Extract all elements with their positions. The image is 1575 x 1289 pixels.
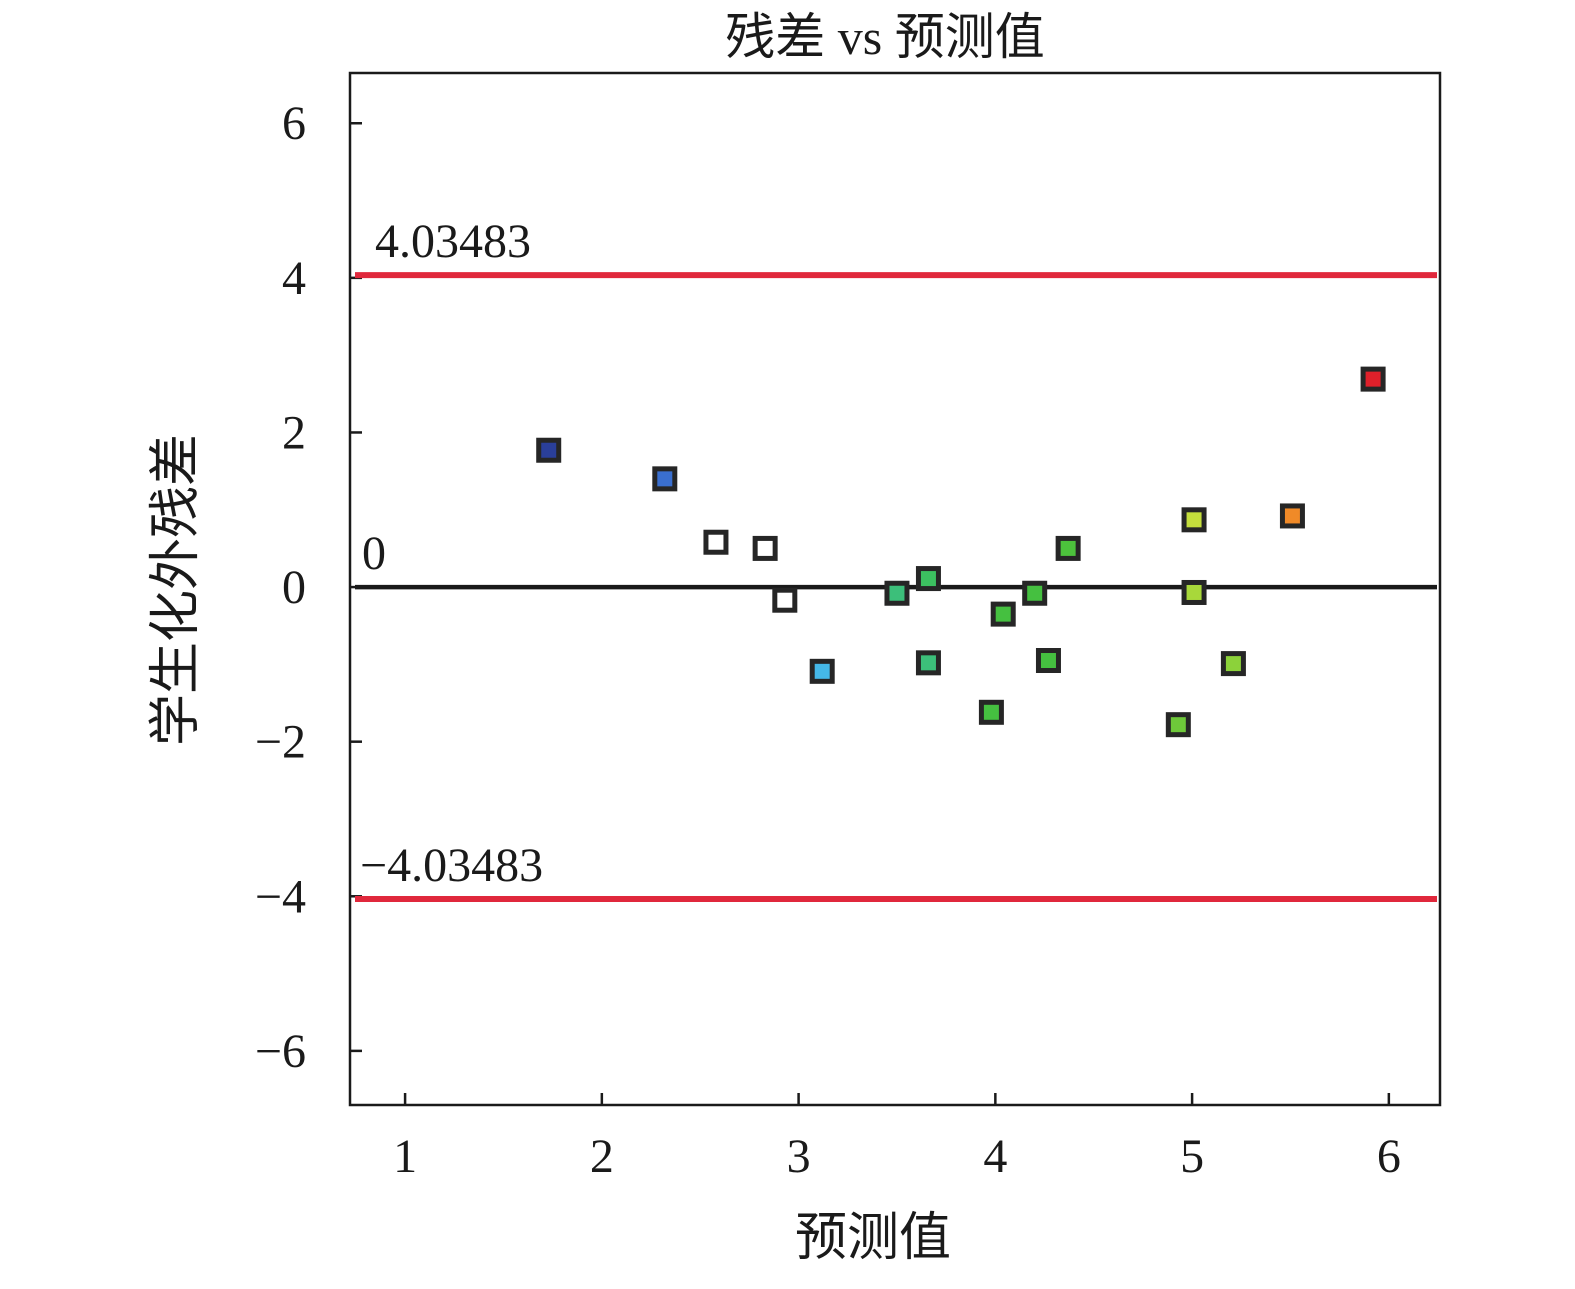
data-point [536,437,562,463]
data-point [990,601,1016,627]
y-axis-label: 学生化外残差 [148,434,205,746]
data-point [1165,712,1191,738]
data-point [978,699,1004,725]
y-tick-label: 2 [282,406,306,459]
y-tick-label: −2 [255,716,306,769]
y-tick-label: 4 [282,252,306,305]
x-axis-label: 预测值 [795,1210,951,1267]
data-point [1055,535,1081,561]
data-point [1220,651,1246,677]
data-point [652,466,678,492]
plot-frame [348,71,1442,1107]
data-point [1181,579,1207,605]
reference-line-label: 4.03483 [375,215,531,268]
x-tick-label: 3 [787,1130,811,1183]
data-point [915,650,941,676]
data-point [809,658,835,684]
y-tick-label: 0 [282,561,306,614]
data-point [1022,580,1048,606]
reference-line-label: 0 [362,527,386,580]
reference-line-label: −4.03483 [360,839,543,892]
x-tick-label: 4 [983,1130,1007,1183]
y-tick-label: −4 [255,870,306,923]
data-point [1035,648,1061,674]
data-point [703,529,729,555]
y-tick-label: −6 [255,1025,306,1078]
data-point [1181,507,1207,533]
data-point [752,535,778,561]
data-point [1360,366,1386,392]
x-tick-label: 2 [590,1130,614,1183]
x-tick-label: 6 [1377,1130,1401,1183]
data-point [915,566,941,592]
data-point [772,587,798,613]
y-tick-label: 6 [282,97,306,150]
data-point [884,580,910,606]
x-tick-label: 1 [393,1130,417,1183]
x-tick-label: 5 [1180,1130,1204,1183]
chart-title: 残差 vs 预测值 [725,9,1044,65]
data-point [1279,503,1305,529]
